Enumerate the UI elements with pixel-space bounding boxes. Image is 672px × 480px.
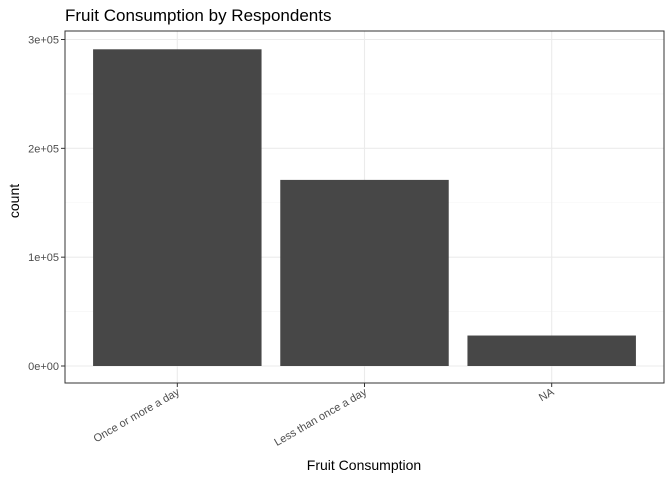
- y-tick-label: 1e+05: [28, 252, 59, 264]
- x-axis-title: Fruit Consumption: [307, 457, 421, 473]
- x-tick-label: Less than once a day: [272, 386, 369, 449]
- y-tick-label: 2e+05: [28, 143, 59, 155]
- y-axis-ticks: 0e+00 1e+05 2e+05 3e+05: [28, 35, 65, 373]
- y-tick-label: 3e+05: [28, 35, 59, 47]
- bar: [467, 335, 636, 366]
- bars: [93, 49, 636, 367]
- x-tick-label: Once or more a day: [92, 386, 183, 445]
- x-tick-label: NA: [537, 386, 557, 404]
- y-axis-title: count: [6, 184, 22, 218]
- x-axis-ticks: Once or more a day Less than once a day NA: [92, 383, 557, 449]
- bar: [93, 49, 262, 367]
- bar: [280, 179, 449, 366]
- y-tick-label: 0e+00: [28, 361, 59, 373]
- chart-title: Fruit Consumption by Respondents: [65, 6, 331, 25]
